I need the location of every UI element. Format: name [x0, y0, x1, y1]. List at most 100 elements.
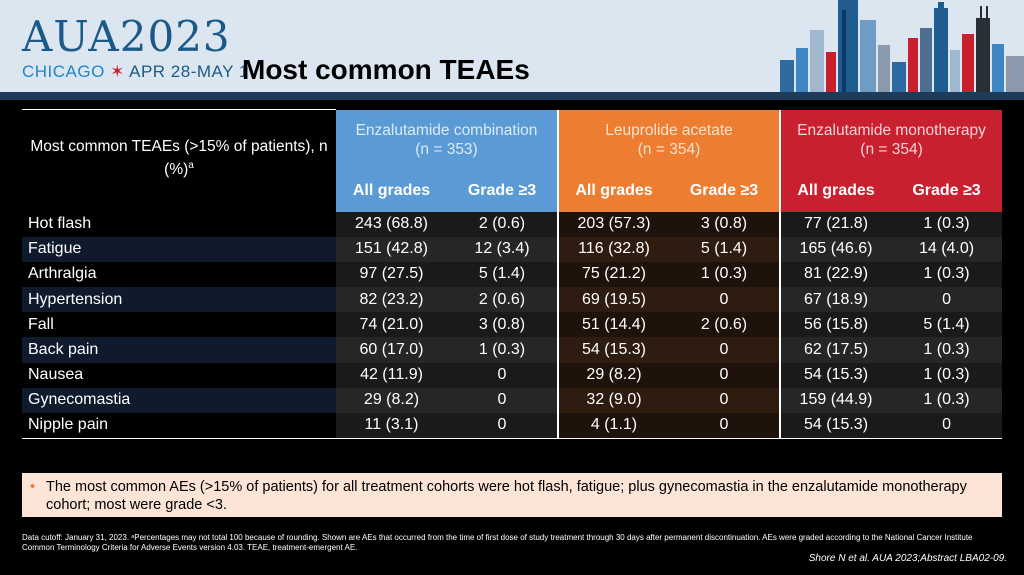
table-cell: 0 [447, 362, 558, 388]
logo-star: ✶ [110, 62, 125, 81]
row-label: Back pain [22, 337, 336, 363]
table-cell: 1 (0.3) [891, 337, 1003, 363]
subheader-all-grades: All grades [557, 169, 669, 212]
table-cell: 54 (15.3) [779, 362, 892, 388]
table-cell: 159 (44.9) [779, 387, 892, 413]
table-cell: 3 (0.8) [447, 312, 558, 338]
table-cell: 29 (8.2) [557, 362, 669, 388]
table-cell: 60 (17.0) [336, 337, 447, 363]
group-n: (n = 354) [637, 140, 701, 158]
page-title: Most common TEAEs [242, 54, 530, 85]
table-row: Nipple pain 11 (3.1) 0 4 (1.1) 0 54 (15.3) 0 [22, 413, 1003, 439]
teae-table-container: Most common TEAEs (>15% of patients), n … [22, 109, 1003, 439]
subheader-grade3: Grade ≥3 [891, 169, 1003, 212]
group-name: Enzalutamide combination [355, 121, 538, 139]
conference-location-dates: CHICAGO ✶ APR 28-MAY 1 [22, 62, 249, 82]
group-name: Enzalutamide monotherapy [797, 121, 986, 139]
table-cell: 2 (0.6) [669, 312, 781, 338]
table-cell: 0 [669, 362, 781, 388]
conference-logo: AUA2023 [22, 12, 231, 61]
table-cell: 165 (46.6) [779, 236, 892, 262]
group-header-enzalutamide-monotherapy: Enzalutamide monotherapy (n = 354) [779, 109, 1003, 170]
summary-note-box: • The most common AEs (>15% of patients)… [22, 473, 1002, 517]
citation: Shore N et al. AUA 2023;Abstract LBA02-0… [808, 553, 1007, 564]
table-cell: 54 (15.3) [779, 413, 892, 439]
table-cell: 0 [447, 413, 558, 439]
table-cell: 0 [891, 413, 1003, 439]
table-row: Hot flash 243 (68.8) 2 (0.6) 203 (57.3) 3 (0… [22, 211, 1003, 237]
table-cell: 77 (21.8) [779, 211, 892, 237]
row-label: Fatigue [22, 236, 336, 262]
table-cell: 97 (27.5) [336, 261, 447, 288]
subheader-all-grades: All grades [336, 169, 447, 212]
table-cell: 54 (15.3) [557, 337, 669, 363]
group-n: (n = 353) [415, 140, 478, 158]
table-cell: 75 (21.2) [557, 261, 669, 288]
table-cell: 11 (3.1) [336, 413, 447, 439]
table-cell: 5 (1.4) [891, 312, 1003, 338]
table-cell: 0 [669, 337, 781, 363]
table-cell: 243 (68.8) [336, 211, 447, 237]
table-cell: 14 (4.0) [891, 236, 1003, 262]
logo-dates: APR 28-MAY 1 [129, 62, 249, 81]
subheader-grade3: Grade ≥3 [669, 169, 781, 212]
row-label: Hypertension [22, 287, 336, 313]
table-cell: 0 [669, 387, 781, 413]
row-label: Nausea [22, 362, 336, 388]
bullet-icon: • [30, 479, 36, 495]
table-group-header-row: Most common TEAEs (>15% of patients), n … [22, 109, 1003, 212]
header-divider [0, 92, 1024, 100]
table-row: Arthralgia 97 (27.5) 5 (1.4) 75 (21.2) 1 (0.… [22, 261, 1003, 288]
table-cell: 12 (3.4) [447, 236, 558, 262]
row-label: Arthralgia [22, 261, 336, 288]
table-cell: 51 (14.4) [557, 312, 669, 338]
table-cell: 5 (1.4) [669, 236, 781, 262]
row-label: Hot flash [22, 211, 336, 237]
table-cell: 0 [669, 413, 781, 439]
table-cell: 1 (0.3) [891, 362, 1003, 388]
table-cell: 69 (19.5) [557, 287, 669, 313]
summary-note-text: The most common AEs (>15% of patients) f… [46, 479, 967, 513]
table-cell: 0 [669, 287, 781, 313]
row-label: Nipple pain [22, 413, 336, 439]
slide-header: AUA2023 CHICAGO ✶ APR 28-MAY 1 Most comm… [0, 0, 1024, 94]
table-cell: 2 (0.6) [447, 287, 558, 313]
table-cell: 67 (18.9) [779, 287, 892, 313]
table-row: Fatigue 151 (42.8) 12 (3.4) 116 (32.8) 5 (1.… [22, 236, 1003, 262]
table-cell: 1 (0.3) [447, 337, 558, 363]
table-cell: 42 (11.9) [336, 362, 447, 388]
table-cell: 151 (42.8) [336, 236, 447, 262]
logo-city: CHICAGO [22, 62, 105, 81]
table-row: Hypertension 82 (23.2) 2 (0.6) 69 (19.5) 0 67… [22, 287, 1003, 313]
table-cell: 116 (32.8) [557, 236, 669, 262]
table-cell: 56 (15.8) [779, 312, 892, 338]
row-label: Gynecomastia [22, 387, 336, 413]
table-sub-header-row: All grades Grade ≥3 All grades Grade ≥3 … [22, 169, 1003, 212]
table-cell: 203 (57.3) [557, 211, 669, 237]
corner-header-cell: Most common TEAEs (>15% of patients), n … [22, 109, 336, 212]
table-cell: 0 [891, 287, 1003, 313]
table-cell: 82 (23.2) [336, 287, 447, 313]
table-cell: 1 (0.3) [891, 261, 1003, 288]
subheader-all-grades: All grades [779, 169, 892, 212]
table-cell: 2 (0.6) [447, 211, 558, 237]
table-cell: 0 [447, 387, 558, 413]
group-header-leuprolide-acetate: Leuprolide acetate (n = 354) [556, 109, 781, 170]
table-cell: 62 (17.5) [779, 337, 892, 363]
table-cell: 81 (22.9) [779, 261, 892, 288]
row-label: Fall [22, 312, 336, 338]
corner-superscript: a [188, 159, 194, 171]
table-cell: 4 (1.1) [557, 413, 669, 439]
table-row: Gynecomastia 29 (8.2) 0 32 (9.0) 0 159 (44.9)… [22, 387, 1003, 413]
group-name: Leuprolide acetate [605, 121, 733, 139]
footnote: Data cutoff: January 31, 2023. ᵃPercenta… [22, 533, 973, 552]
table-cell: 32 (9.0) [557, 387, 669, 413]
table-cell: 1 (0.3) [669, 261, 781, 288]
group-header-enzalutamide-combination: Enzalutamide combination (n = 353) [336, 109, 558, 170]
table-cell: 74 (21.0) [336, 312, 447, 338]
subheader-grade3: Grade ≥3 [447, 169, 558, 212]
table-row: Fall 74 (21.0) 3 (0.8) 51 (14.4) 2 (0.6) 56 (… [22, 312, 1003, 338]
table-cell: 1 (0.3) [891, 211, 1003, 237]
teae-table: Most common TEAEs (>15% of patients), n … [22, 109, 1003, 439]
table-cell: 3 (0.8) [669, 211, 781, 237]
